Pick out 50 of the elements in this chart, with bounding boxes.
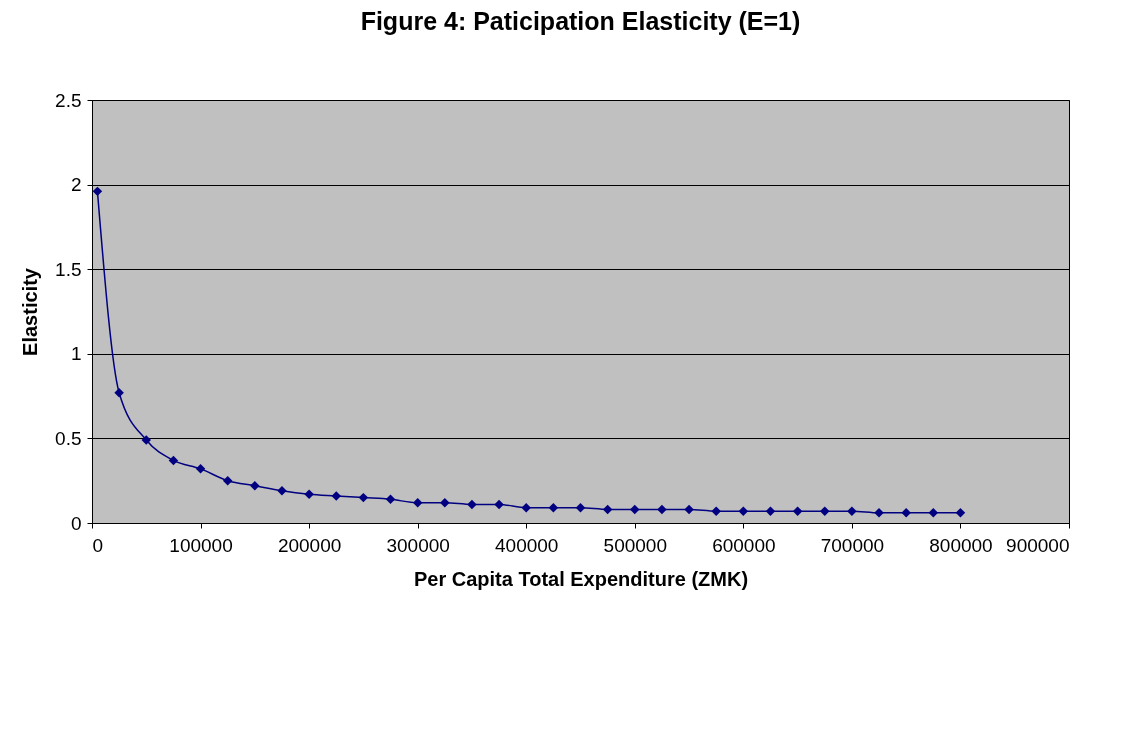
x-tick-label: 600000 bbox=[712, 534, 776, 556]
x-axis-title: Per Capita Total Expenditure (ZMK) bbox=[413, 567, 749, 590]
y-tick-label: 0 bbox=[70, 512, 82, 534]
point bbox=[195, 464, 206, 474]
point bbox=[711, 506, 721, 516]
point bbox=[657, 504, 667, 515]
x-tick-label: 500000 bbox=[603, 534, 667, 556]
point bbox=[928, 508, 939, 518]
point bbox=[412, 497, 423, 508]
x-tick-label: 300000 bbox=[386, 534, 450, 556]
y-tick-label: 1 bbox=[70, 343, 82, 365]
point bbox=[738, 506, 749, 516]
point bbox=[792, 506, 803, 516]
x-tick-label: 0 bbox=[92, 534, 104, 556]
point bbox=[250, 481, 260, 491]
y-tick-label: 2.5 bbox=[55, 89, 82, 111]
x-tick-label: 100000 bbox=[169, 534, 233, 556]
point bbox=[168, 455, 179, 466]
point bbox=[901, 508, 911, 518]
y-tick-label: 2 bbox=[70, 174, 82, 196]
point bbox=[222, 475, 233, 486]
point bbox=[92, 186, 103, 197]
point bbox=[820, 506, 830, 516]
y-tick-label: 1.5 bbox=[55, 258, 82, 280]
x-tick-label: 200000 bbox=[277, 534, 342, 556]
x-tick-label: 700000 bbox=[820, 534, 885, 556]
y-axis-title: Elasticity bbox=[19, 267, 42, 356]
point bbox=[494, 499, 504, 510]
point bbox=[602, 504, 613, 515]
y-tick-label: 0.5 bbox=[55, 427, 82, 449]
point bbox=[358, 492, 369, 503]
x-tick-label: 400000 bbox=[495, 534, 559, 556]
point bbox=[331, 491, 341, 501]
chart-title: Figure 4: Paticipation Elasticity (E=1) bbox=[360, 7, 801, 35]
point bbox=[141, 435, 152, 445]
point bbox=[114, 387, 124, 398]
x-tick-label: 900000 bbox=[1006, 534, 1070, 556]
point bbox=[385, 494, 396, 505]
point bbox=[684, 504, 694, 515]
point bbox=[847, 506, 857, 516]
point bbox=[575, 503, 586, 513]
x-tick-label: 800000 bbox=[929, 534, 993, 556]
point bbox=[467, 499, 477, 510]
point bbox=[630, 504, 640, 515]
point bbox=[765, 506, 776, 516]
point bbox=[521, 503, 531, 513]
point bbox=[304, 489, 314, 499]
point bbox=[548, 503, 559, 513]
point bbox=[440, 497, 450, 508]
point bbox=[955, 508, 966, 518]
